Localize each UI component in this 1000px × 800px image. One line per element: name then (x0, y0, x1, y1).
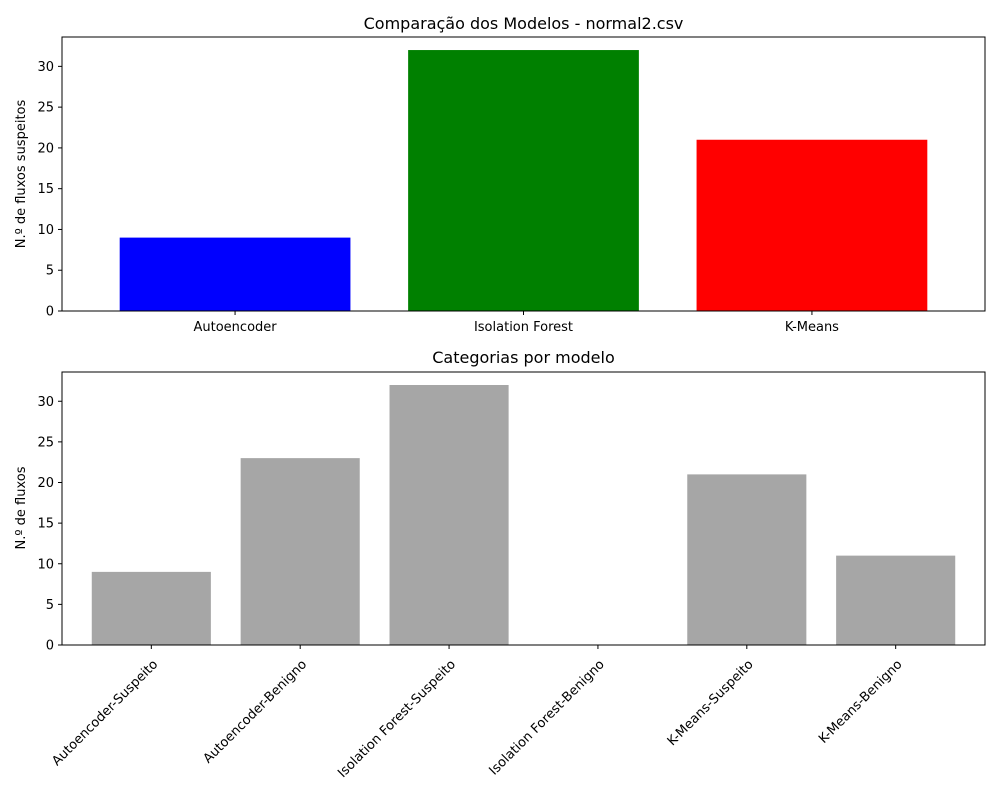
y-tick-label: 5 (46, 264, 54, 279)
bar-isolation-forest-suspeito (389, 385, 509, 645)
bar-autoencoder-benigno (240, 458, 360, 645)
x-tick-label: K-Means (785, 320, 839, 335)
bar-k-means-suspeito (687, 474, 807, 645)
plot-frame (61, 36, 986, 312)
bar-k-means-benigno (836, 555, 956, 645)
y-tick-label: 5 (46, 598, 54, 613)
y-tick-label: 0 (46, 639, 54, 654)
y-axis-label: N.º de fluxos suspeitos (14, 100, 29, 249)
y-tick-label: 10 (37, 557, 54, 572)
bar-group (91, 385, 956, 645)
bar-autoencoder-suspeito (91, 571, 211, 645)
y-axis-label: N.º de fluxos (14, 466, 29, 549)
y-tick-label: 15 (37, 517, 54, 532)
bar-isolation-forest (408, 50, 639, 312)
bar-group (119, 50, 928, 312)
tick-group: Autoencoder Isolation Forest K-Means 0 5 10 15… (37, 60, 839, 335)
chart-title: Comparação dos Modelos - normal2.csv (364, 14, 684, 33)
y-tick-label: 0 (46, 305, 54, 320)
y-tick-label: 20 (37, 141, 54, 156)
y-tick-label: 15 (37, 182, 54, 197)
x-tick-label: Isolation Forest (474, 320, 573, 335)
chart-title: Categorias por modelo (432, 348, 615, 367)
chart-model-comparison: Comparação dos Modelos - normal2.csv N.º… (14, 14, 986, 335)
plot-frame (61, 371, 986, 646)
y-tick-label: 20 (37, 476, 54, 491)
y-tick-label: 30 (37, 395, 54, 410)
y-tick-label: 25 (37, 435, 54, 450)
y-tick-label: 25 (37, 101, 54, 116)
bar-autoencoder (119, 237, 351, 311)
y-tick-label: 10 (37, 223, 54, 238)
y-tick-label: 30 (37, 60, 54, 75)
bar-k-means (696, 139, 928, 311)
x-tick-label: Autoencoder (194, 320, 278, 335)
